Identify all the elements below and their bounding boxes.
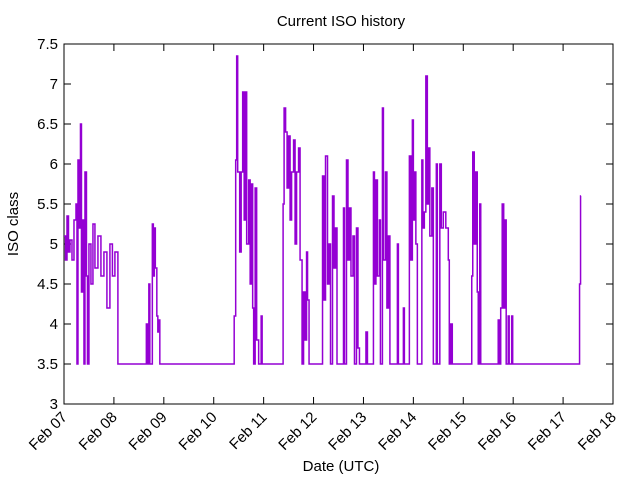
- chart-title: Current ISO history: [277, 13, 406, 30]
- y-tick-label: 4.5: [37, 276, 58, 293]
- x-tick-label: Feb 16: [475, 409, 520, 454]
- x-tick-label: Feb 10: [176, 409, 221, 454]
- x-tick-label: Feb 15: [425, 409, 470, 454]
- x-tick-label: Feb 12: [275, 409, 320, 454]
- y-tick-label: 5.5: [37, 196, 58, 213]
- y-tick-label: 3: [50, 396, 58, 413]
- y-tick-label: 4: [50, 316, 58, 333]
- x-tick-label: Feb 09: [126, 409, 171, 454]
- x-tick-label: Feb 18: [575, 409, 620, 454]
- x-tick-label: Feb 07: [26, 409, 71, 454]
- y-tick-label: 3.5: [37, 356, 58, 373]
- y-axis-label: ISO class: [5, 192, 22, 256]
- y-tick-label: 5: [50, 236, 58, 253]
- x-tick-label: Feb 13: [325, 409, 370, 454]
- x-tick-label: Feb 14: [375, 409, 420, 454]
- y-tick-label: 6: [50, 156, 58, 173]
- x-tick-label: Feb 11: [226, 409, 270, 453]
- plot-frame: [63, 43, 614, 405]
- x-tick-label: Feb 08: [76, 409, 121, 454]
- x-axis-label: Date (UTC): [303, 458, 380, 475]
- y-tick-label: 7.5: [37, 36, 58, 53]
- y-tick-label: 6.5: [37, 116, 58, 133]
- data-line: [64, 55, 582, 365]
- y-tick-label: 7: [50, 76, 58, 93]
- x-tick-label: Feb 17: [525, 409, 570, 454]
